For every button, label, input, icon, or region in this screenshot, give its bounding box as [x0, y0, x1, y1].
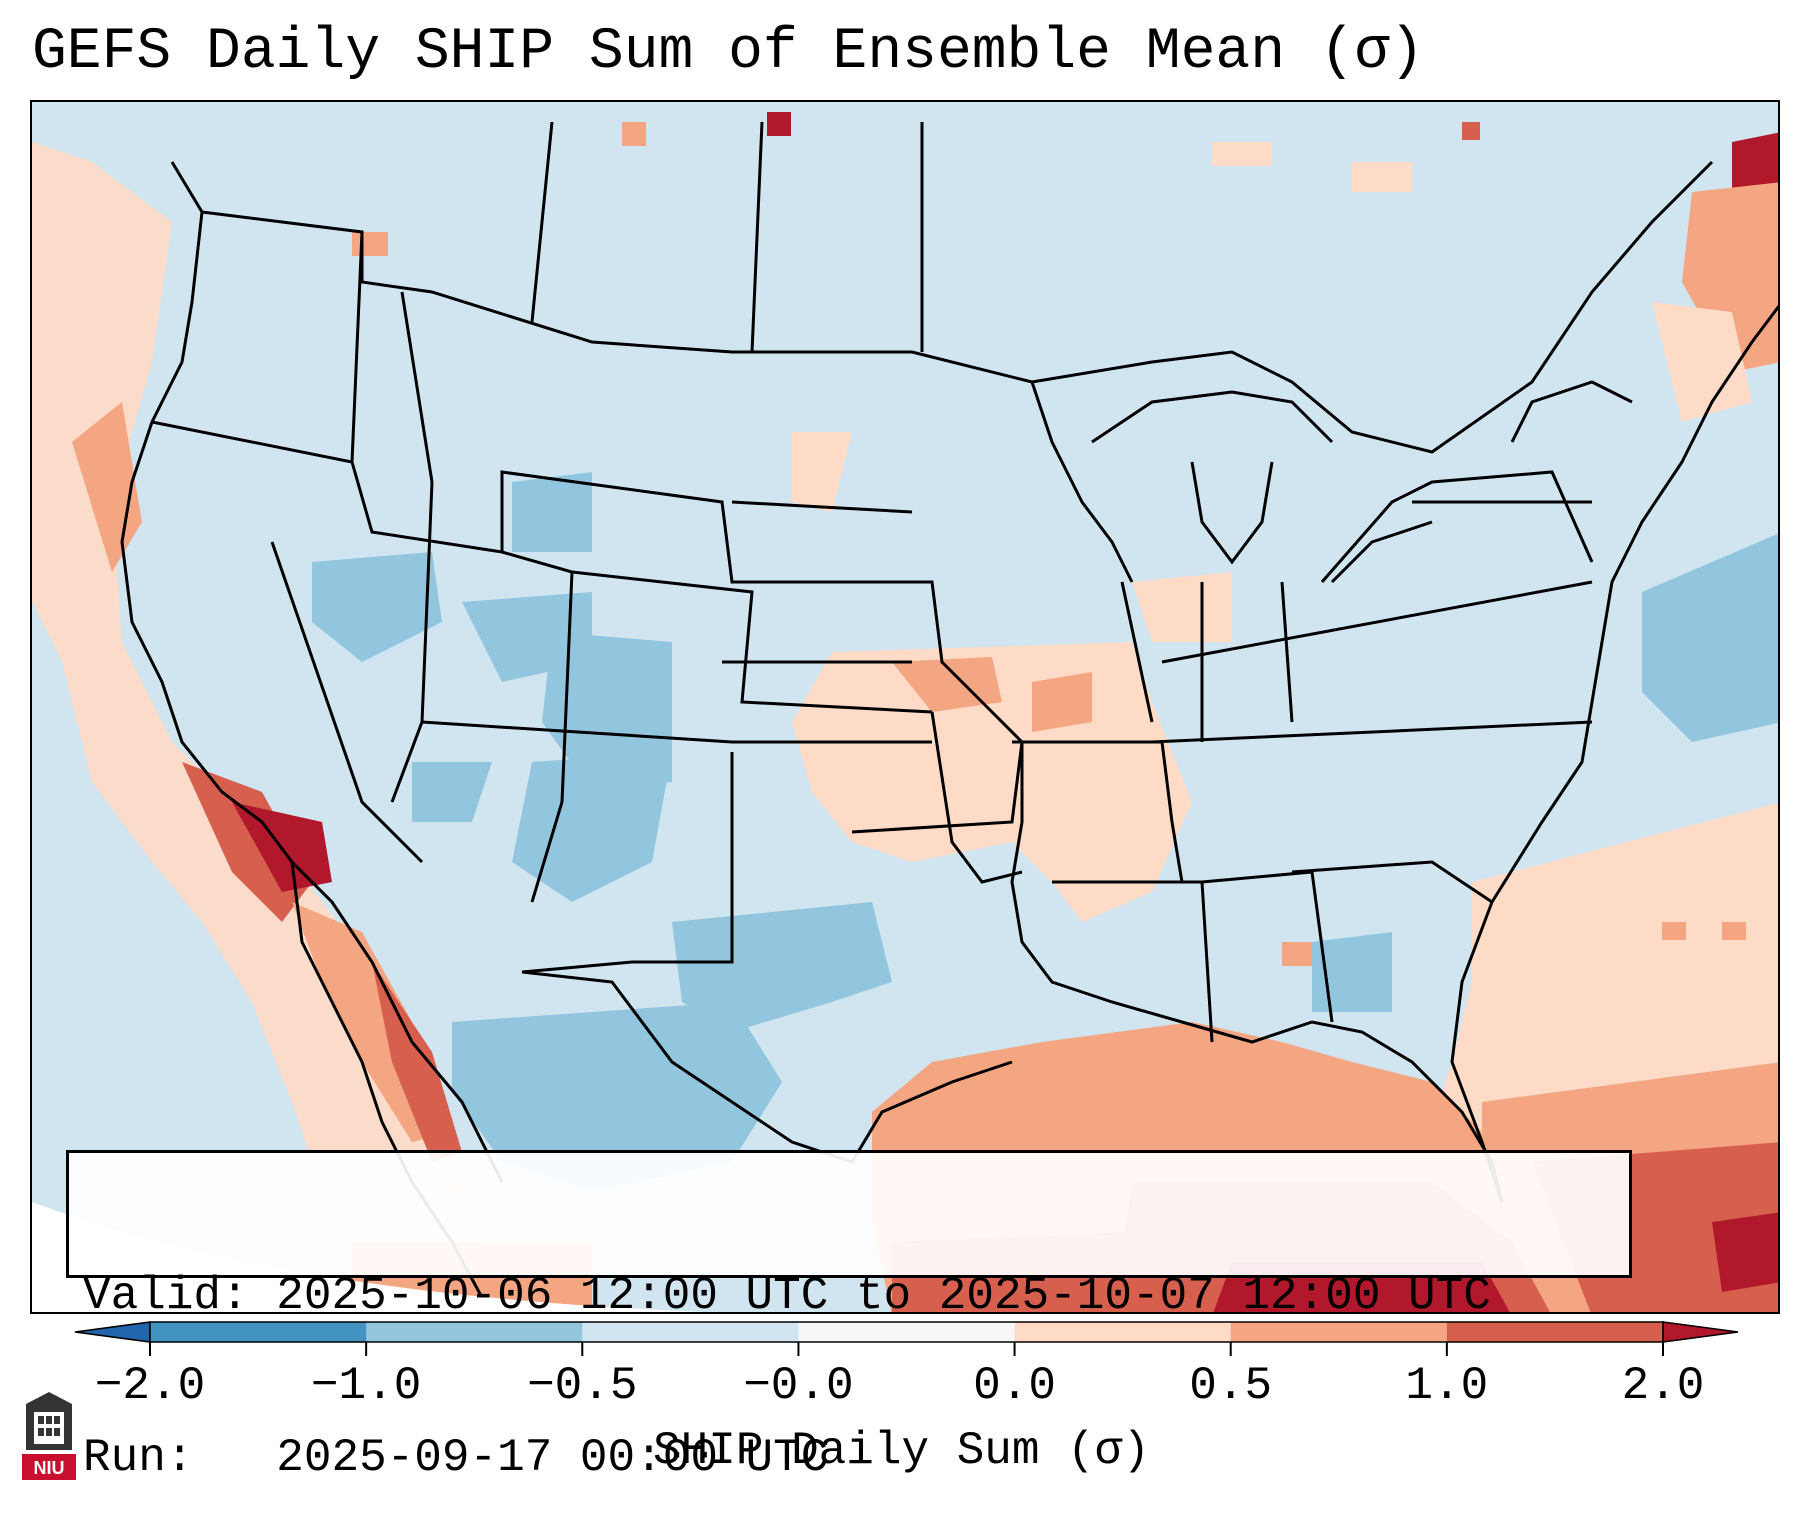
colorbar-tick-label: 0.5	[1189, 1360, 1273, 1412]
colorbar-bin-gt2	[1662, 1321, 1739, 1343]
colorbar-tick-label: 0.0	[973, 1360, 1056, 1412]
valid-value: 2025-10-06 12:00 UTC to 2025-10-07 12:00…	[276, 1270, 1491, 1322]
map-title: GEFS Daily SHIP Sum of Ensemble Mean (σ)	[32, 20, 1425, 85]
valid-label: Valid:	[83, 1270, 249, 1322]
map-panel	[30, 100, 1780, 1314]
colorbar-tick-label: 2.0	[1621, 1360, 1705, 1412]
run-label: Run:	[83, 1432, 194, 1484]
niu-logo-icon: NIU	[22, 1392, 76, 1480]
valid-line: Valid: 2025-10-06 12:00 UTC to 2025-10-0…	[83, 1269, 1629, 1323]
colorbar-label: SHIP Daily Sum (σ)	[653, 1425, 1150, 1477]
validity-info-box: Valid: 2025-10-06 12:00 UTC to 2025-10-0…	[66, 1150, 1632, 1484]
ship-field-map	[32, 102, 1778, 1312]
colorbar-tick-label: 1.0	[1405, 1360, 1489, 1412]
colorbar-tick-label: −2.0	[94, 1360, 206, 1412]
map-domain-edge	[32, 1202, 706, 1312]
logo-text: NIU	[34, 1458, 65, 1478]
colorbar-tick-label: −1.0	[310, 1360, 422, 1412]
colorbar-tick-label: −0.0	[743, 1360, 854, 1412]
run-line: Run: 2025-09-17 00:00 UTC	[83, 1431, 1629, 1485]
coastlines-and-borders	[120, 121, 1778, 1312]
colorbar-tick-label: −0.5	[527, 1360, 638, 1412]
run-value: 2025-09-17 00:00 UTC	[276, 1432, 829, 1484]
